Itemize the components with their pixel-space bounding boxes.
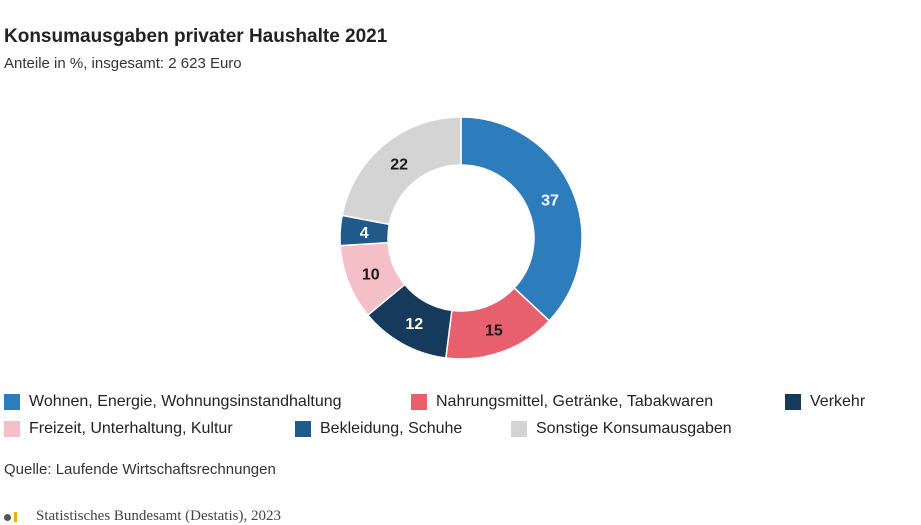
legend-swatch — [785, 394, 801, 410]
legend-swatch — [411, 394, 427, 410]
donut-slice-sonstige — [341, 116, 462, 226]
footer-credit: Statistisches Bundesamt (Destatis), 2023 — [4, 508, 281, 525]
legend-label: Wohnen, Energie, Wohnungsinstandhaltung — [29, 393, 342, 410]
data-label-freizeit: 10 — [362, 267, 380, 284]
legend-item-bekleidung: Bekleidung, Schuhe — [295, 420, 462, 438]
chart-subtitle: Anteile in %, insgesamt: 2 623 Euro — [4, 55, 242, 72]
donut-chart: 37 15 12 10 4 22 — [339, 116, 583, 360]
legend-item-nahrungsmittel: Nahrungsmittel, Getränke, Tabakwaren — [411, 393, 713, 411]
legend-item-wohnen: Wohnen, Energie, Wohnungsinstandhaltung — [4, 393, 342, 411]
data-label-bekleidung: 4 — [360, 225, 369, 242]
data-label-nahrungsmittel: 15 — [485, 322, 503, 339]
legend-label: Bekleidung, Schuhe — [320, 420, 463, 437]
legend: Wohnen, Energie, Wohnungsinstandhaltung … — [4, 393, 904, 447]
legend-swatch — [295, 421, 311, 437]
legend-swatch — [511, 421, 527, 437]
data-label-wohnen: 37 — [541, 192, 559, 209]
chart-title: Konsumausgaben privater Haushalte 2021 — [4, 26, 388, 47]
data-label-sonstige: 22 — [390, 156, 408, 173]
legend-item-freizeit: Freizeit, Unterhaltung, Kultur — [4, 420, 233, 438]
legend-label: Nahrungsmittel, Getränke, Tabakwaren — [436, 393, 714, 410]
legend-label: Sonstige Konsumausgaben — [536, 420, 732, 437]
source-note: Quelle: Laufende Wirtschaftsrechnungen — [4, 461, 276, 478]
data-label-verkehr: 12 — [405, 316, 423, 333]
legend-item-sonstige: Sonstige Konsumausgaben — [511, 420, 732, 438]
donut-slice-wohnen — [460, 116, 583, 322]
legend-item-verkehr: Verkehr — [785, 393, 865, 411]
legend-swatch — [4, 394, 20, 410]
destatis-logo — [4, 510, 30, 524]
legend-label: Freizeit, Unterhaltung, Kultur — [29, 420, 233, 437]
footer-text: Statistisches Bundesamt (Destatis), 2023 — [36, 508, 281, 524]
legend-swatch — [4, 421, 20, 437]
legend-label: Verkehr — [810, 393, 866, 410]
